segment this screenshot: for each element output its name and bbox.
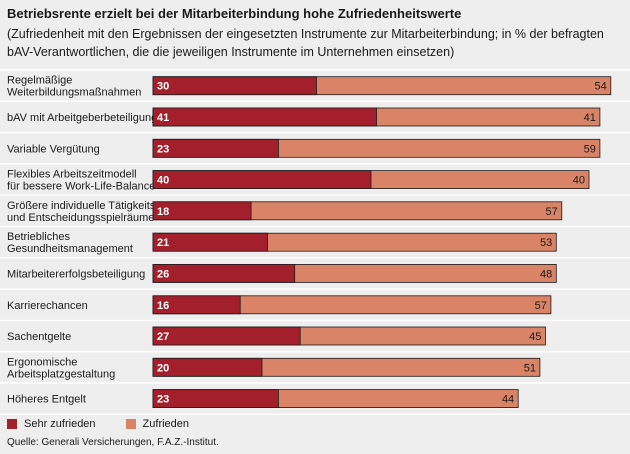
legend-label-zufrieden: Zufrieden — [142, 418, 190, 430]
category-label: Sachentgelte — [7, 331, 71, 343]
bar-sehr-zufrieden — [152, 232, 268, 252]
data-label-zufrieden: 44 — [502, 394, 514, 406]
data-label-zufrieden: 41 — [584, 112, 596, 124]
data-label-zufrieden: 53 — [540, 237, 552, 249]
bar-sehr-zufrieden — [152, 170, 372, 190]
legend-item-zufrieden: Zufrieden — [125, 418, 190, 430]
data-label-sehr-zufrieden: 20 — [157, 362, 169, 374]
category-label: Betriebliches Gesundheitsmanagement — [7, 231, 133, 255]
data-label-zufrieden: 59 — [584, 143, 596, 155]
bar-sehr-zufrieden — [152, 295, 241, 315]
category-label: Größere individuelle Tätigkeits-und Ents… — [7, 200, 159, 224]
chart-title: Betriebsrente erzielt bei der Mitarbeite… — [7, 6, 462, 21]
bar-sehr-zufrieden — [152, 326, 301, 346]
legend-item-sehr-zufrieden: Sehr zufrieden — [7, 418, 96, 430]
category-label: bAV mit Arbeitgeberbeteiligung — [7, 112, 157, 124]
data-label-sehr-zufrieden: 23 — [157, 394, 169, 406]
data-label-sehr-zufrieden: 23 — [157, 143, 169, 155]
source-note: Quelle: Generali Versicherungen, F.A.Z.-… — [7, 437, 219, 448]
data-label-zufrieden: 51 — [524, 362, 536, 374]
data-label-zufrieden: 45 — [529, 331, 541, 343]
data-label-sehr-zufrieden: 16 — [157, 300, 169, 312]
bar-sehr-zufrieden — [152, 389, 279, 409]
category-label: Variable Vergütung — [7, 143, 100, 155]
data-label-zufrieden: 57 — [546, 206, 558, 218]
bar-sehr-zufrieden — [152, 357, 263, 377]
bar-sehr-zufrieden — [152, 138, 279, 158]
data-label-sehr-zufrieden: 21 — [157, 237, 169, 249]
bar-sehr-zufrieden — [152, 201, 252, 221]
bar-sehr-zufrieden — [152, 263, 296, 283]
data-label-zufrieden: 54 — [595, 81, 607, 93]
legend-label-sehr-zufrieden: Sehr zufrieden — [24, 418, 96, 430]
data-label-zufrieden: 40 — [573, 175, 585, 187]
data-label-sehr-zufrieden: 27 — [157, 331, 169, 343]
chart-subtitle: (Zufriedenheit mit den Ergebnissen der e… — [7, 27, 604, 59]
data-label-sehr-zufrieden: 18 — [157, 206, 169, 218]
category-label: Ergonomische Arbeitsplatzgestaltung — [7, 356, 115, 380]
category-label: Flexibles Arbeitszeitmodell für bessere W… — [7, 169, 155, 193]
legend-swatch-zufrieden — [125, 419, 136, 429]
legend-swatch-sehr-zufrieden — [7, 419, 17, 429]
data-label-sehr-zufrieden: 30 — [157, 81, 169, 93]
data-label-zufrieden: 48 — [540, 268, 552, 280]
bar-sehr-zufrieden — [152, 107, 377, 127]
category-label: Regelmäßige Weiterbildungsmaßnahmen — [7, 75, 141, 99]
legend: Sehr zufrieden Zufrieden — [7, 418, 219, 430]
bar-sehr-zufrieden — [152, 76, 317, 96]
data-label-sehr-zufrieden: 41 — [157, 112, 169, 124]
category-label: Karrierechancen — [7, 300, 88, 312]
data-label-sehr-zufrieden: 26 — [157, 268, 169, 280]
category-label: Mitarbeitererfolgsbeteiligung — [7, 268, 145, 280]
category-label: Höheres Entgelt — [7, 394, 86, 406]
data-label-sehr-zufrieden: 40 — [157, 175, 169, 187]
data-label-zufrieden: 57 — [535, 300, 547, 312]
